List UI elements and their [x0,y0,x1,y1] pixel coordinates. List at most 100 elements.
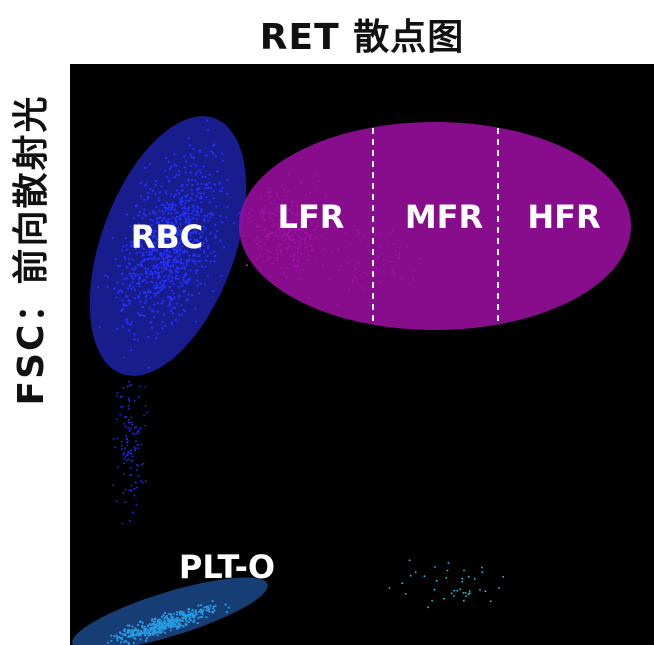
scatter-point [498,587,500,589]
scatter-point [119,396,122,399]
scatter-point [404,593,407,595]
scatter-point [131,423,133,426]
scatter-point [143,414,145,417]
scatter-point [456,589,459,592]
scatter-point [502,575,505,578]
scatter-point [125,438,128,441]
scatter-point [126,444,129,447]
scatter-point [130,460,133,463]
scatter-point [453,589,456,592]
scatter-point [124,425,127,428]
scatter-point [123,452,125,454]
scatter-point [130,452,133,455]
label-lfr: LFR [278,198,345,236]
scatter-point [128,397,130,400]
scatter-point [427,606,429,609]
scatter-point [140,464,143,466]
scatter-point [122,492,125,495]
scatter-point [124,455,127,458]
scatter-point [401,582,404,585]
scatter-point [124,501,127,504]
scatter-point [461,577,464,580]
scatter-point [134,447,137,450]
scatter-point [123,423,125,425]
scatter-point [130,474,133,476]
scatter-point [127,451,129,453]
y-axis-label: FSC：前向散射光 [11,94,52,406]
scatter-point [128,384,131,387]
scatter-point [489,600,492,603]
scatter-point [128,429,131,432]
scatter-point [137,464,139,467]
scatter-point [138,395,140,398]
scatter-point [130,449,132,452]
scatter-point [462,599,465,602]
scatter-point [122,386,125,389]
scatter-point [434,566,436,568]
scatter-point [461,580,464,583]
scatter-point [484,590,487,593]
scatter-point [134,481,137,483]
scatter-point [122,473,125,475]
scatter-point [133,494,136,497]
scatter-point [473,578,476,580]
scatter-point [130,421,133,424]
scatter-point [446,569,449,572]
scatter-point [431,599,433,602]
scatter-point [128,519,131,522]
scatter-point [126,385,129,388]
scatter-point [453,595,455,597]
scatter-point [127,380,130,383]
scatter-point [479,589,481,591]
scatter-point [137,429,140,432]
scatter-point [138,432,140,434]
label-hfr: HFR [527,198,600,236]
scatter-point [128,399,131,401]
scatter-point [141,481,144,484]
scatter-point [130,416,133,419]
scatter-point [144,480,147,483]
scatter-point [116,391,119,394]
scatter-point [140,480,142,482]
scatter-point [112,484,115,487]
scatter-point [126,459,129,462]
scatter-point [135,468,138,471]
scatter-point [122,453,125,456]
scatter-point [128,407,130,410]
scatter-point [130,489,133,491]
scatter-point [137,475,140,477]
scatter-point [131,455,134,458]
scatter-point [136,444,139,446]
scatter-point [127,453,129,456]
scatter-point [435,579,438,582]
region-rbc [89,116,247,376]
scatter-point [447,562,450,564]
scatter-point [481,571,484,574]
scatter-point [409,574,412,577]
scatter-point [135,503,138,506]
scatter-point [124,488,127,491]
scatter-point [445,576,448,579]
scatter-point [246,264,248,267]
scatter-point [114,446,116,449]
scatter-point [116,394,118,397]
scatter-point [481,566,483,569]
scatter-point [121,395,123,397]
scatter-point [130,427,132,430]
scatter-point [127,404,130,407]
scatter-point [388,587,391,589]
scatter-point [459,588,462,590]
scatter-point [125,416,128,419]
scatter-point [423,575,426,578]
scatter-point [469,592,471,595]
scatter-point [144,424,147,427]
scatter-point [128,421,131,424]
scatter-point [408,559,411,562]
scatter-point [131,432,134,435]
scatter-point [131,511,134,514]
scatter-point [142,462,145,465]
scatter-point [140,443,143,446]
scatter-point [128,489,131,492]
region-plt-o [72,577,268,645]
scatter-point [138,385,141,388]
